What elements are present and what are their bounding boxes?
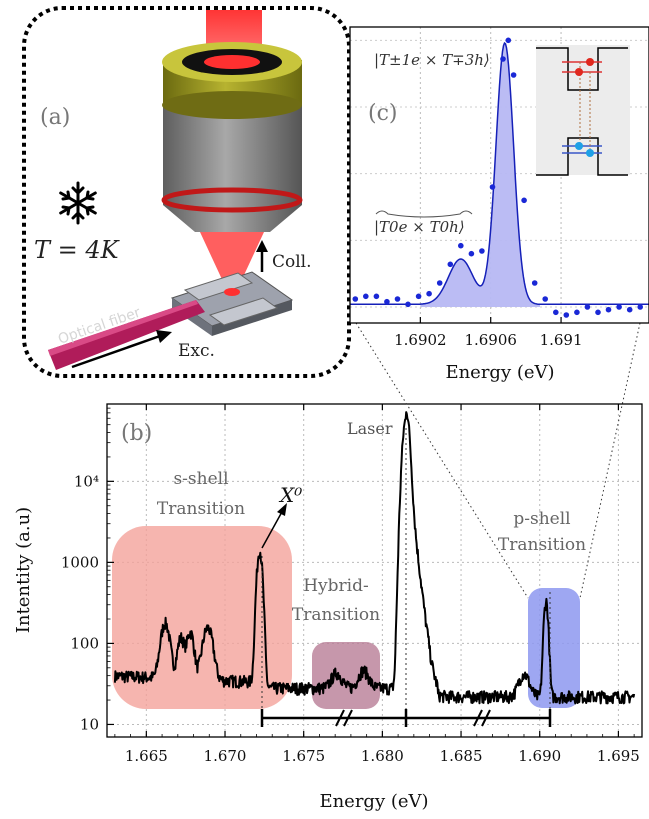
panel-c-label: (c) <box>368 101 398 126</box>
objective-gold-rim <box>162 91 302 119</box>
x-tick-label: 1.680 <box>361 747 404 765</box>
zoom-line-right <box>579 322 641 599</box>
hybrid-label-line1: Hybrid- <box>303 576 369 596</box>
fit-line <box>350 41 649 306</box>
data-point <box>458 242 464 249</box>
x-tick-label: 1.6906 <box>464 331 517 349</box>
s-shell-label-line2: Transition <box>157 499 245 519</box>
data-point <box>394 296 401 302</box>
hybrid-label-line2: Transition <box>292 605 380 625</box>
fit-area <box>420 43 540 307</box>
data-point <box>373 293 380 300</box>
panel-b-ylabel: Intentity (a.u) <box>13 507 34 633</box>
x-tick-label: 1.670 <box>204 747 247 765</box>
panel-b-ticks: 1.665 1.670 1.675 1.680 1.685 1.690 1.695 10 100… <box>61 403 640 765</box>
excitation-label: Exc. <box>178 341 215 361</box>
data-point <box>584 304 591 310</box>
spectrum-line <box>113 411 636 705</box>
lower-state-tilde <box>375 210 473 218</box>
y-tick-label: 10 <box>80 715 99 733</box>
x0-label: X⁰ <box>278 483 302 507</box>
laser-label: Laser <box>347 419 393 438</box>
x-tick-label: 1.690 <box>518 747 561 765</box>
data-point <box>626 306 633 313</box>
data-point <box>479 248 485 254</box>
panel-c: 1.6902 1.6906 1.691 (c) |T±1e × T∓3h⟩ |T0e… <box>349 26 649 383</box>
data-point <box>616 304 622 310</box>
data-point <box>426 290 432 297</box>
data-point <box>553 309 559 316</box>
data-points <box>352 37 643 318</box>
temperature-label: T = 4K <box>34 236 121 264</box>
panel-b-xlabel: Energy (eV) <box>319 791 428 812</box>
energy-spacing-bracket <box>260 709 552 727</box>
data-point <box>415 293 422 300</box>
objective-red-ring <box>161 187 303 213</box>
data-point <box>542 296 548 302</box>
data-point <box>505 37 512 44</box>
collection-label: Coll. <box>272 252 312 272</box>
panel-a-label: (a) <box>40 105 70 130</box>
p-shell-label-line1: p-shell <box>513 509 570 529</box>
panel-a: (a) T = 4K <box>22 6 351 378</box>
x-tick-label: 1.665 <box>125 747 168 765</box>
x-tick-label: 1.691 <box>540 331 583 349</box>
energy-level-inset <box>536 45 630 176</box>
collection-arrow-icon <box>256 240 268 272</box>
panel-c-ticks: 1.6902 1.6906 1.691 <box>394 317 583 349</box>
upper-state-label: |T±1e × T∓3h⟩ <box>374 51 490 69</box>
data-point <box>468 250 475 257</box>
data-point <box>574 309 580 316</box>
zoom-line-left <box>355 322 529 599</box>
data-point <box>531 280 538 286</box>
objective-aperture-beam <box>204 55 260 69</box>
snowflake-icon <box>59 181 97 225</box>
data-point <box>521 197 527 204</box>
panel-b-label: (b) <box>121 421 152 446</box>
x0-arrow-icon <box>261 503 287 549</box>
panel-a-frame <box>22 6 351 378</box>
y-tick-label: 100 <box>70 634 99 652</box>
data-point <box>489 184 496 190</box>
y-tick-label: 10⁴ <box>74 472 99 490</box>
panel-b: 1.665 1.670 1.675 1.680 1.685 1.690 1.695 10 100… <box>13 403 643 812</box>
data-point <box>500 56 506 62</box>
panel-c-xlabel: Energy (eV) <box>445 362 554 383</box>
lower-state-label: |T0e × T0h⟩ <box>374 218 465 236</box>
data-point <box>637 304 643 310</box>
data-point <box>563 312 570 318</box>
excitation-arrow-icon <box>71 330 172 369</box>
y-tick-label: 1000 <box>61 553 99 571</box>
objective-body <box>163 90 302 232</box>
s-shell-label-line1: s-shell <box>173 469 228 489</box>
data-point <box>405 301 411 308</box>
data-point <box>595 309 601 316</box>
data-point <box>605 306 612 313</box>
panel-c-frame <box>349 26 649 324</box>
optical-fiber <box>48 300 205 370</box>
data-point <box>384 298 390 305</box>
data-point <box>447 261 454 268</box>
x-tick-label: 1.695 <box>597 747 640 765</box>
laser-focus-cone <box>200 232 264 288</box>
x-tick-label: 1.675 <box>282 747 325 765</box>
hybrid-highlight <box>312 642 380 709</box>
data-point <box>363 293 369 300</box>
data-point <box>510 72 517 78</box>
data-point <box>436 280 443 286</box>
x-tick-label: 1.685 <box>440 747 483 765</box>
x-tick-label: 1.6902 <box>394 331 447 349</box>
p-shell-label-line2: Transition <box>498 535 586 555</box>
data-point <box>352 296 359 302</box>
